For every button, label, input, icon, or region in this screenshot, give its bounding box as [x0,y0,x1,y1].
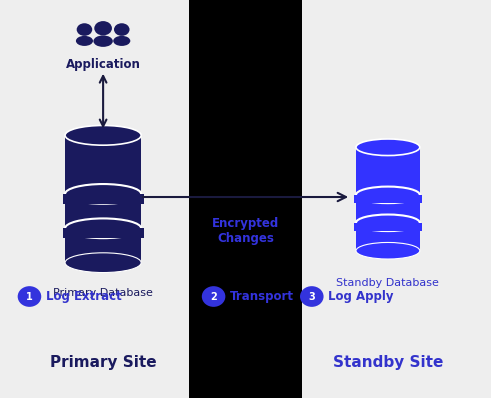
Bar [356,147,420,251]
Ellipse shape [356,242,420,259]
Bar [63,228,143,238]
Ellipse shape [300,286,324,307]
Bar [189,0,302,398]
Ellipse shape [18,286,41,307]
Ellipse shape [356,139,420,156]
Text: Standby Site: Standby Site [333,355,443,370]
Text: 1: 1 [26,291,33,302]
Text: 3: 3 [308,291,315,302]
Circle shape [94,21,112,35]
Ellipse shape [65,253,141,273]
Circle shape [114,23,130,36]
Text: Transport: Transport [230,290,294,303]
Text: Log Extract: Log Extract [46,290,121,303]
Ellipse shape [202,286,225,307]
Text: Log Apply: Log Apply [328,290,393,303]
Ellipse shape [113,36,130,46]
Text: Primary Database: Primary Database [53,287,153,298]
Bar [354,195,422,203]
Text: 2: 2 [210,291,217,302]
Text: Encrypted
Changes: Encrypted Changes [212,217,279,245]
Ellipse shape [65,125,141,145]
Bar [354,223,422,231]
Text: Primary Site: Primary Site [50,355,157,370]
Ellipse shape [76,36,93,46]
Circle shape [77,23,92,36]
Ellipse shape [93,35,113,47]
Text: Application: Application [66,58,140,71]
Bar [65,135,141,263]
Bar [63,194,143,204]
Text: Standby Database: Standby Database [336,277,439,288]
